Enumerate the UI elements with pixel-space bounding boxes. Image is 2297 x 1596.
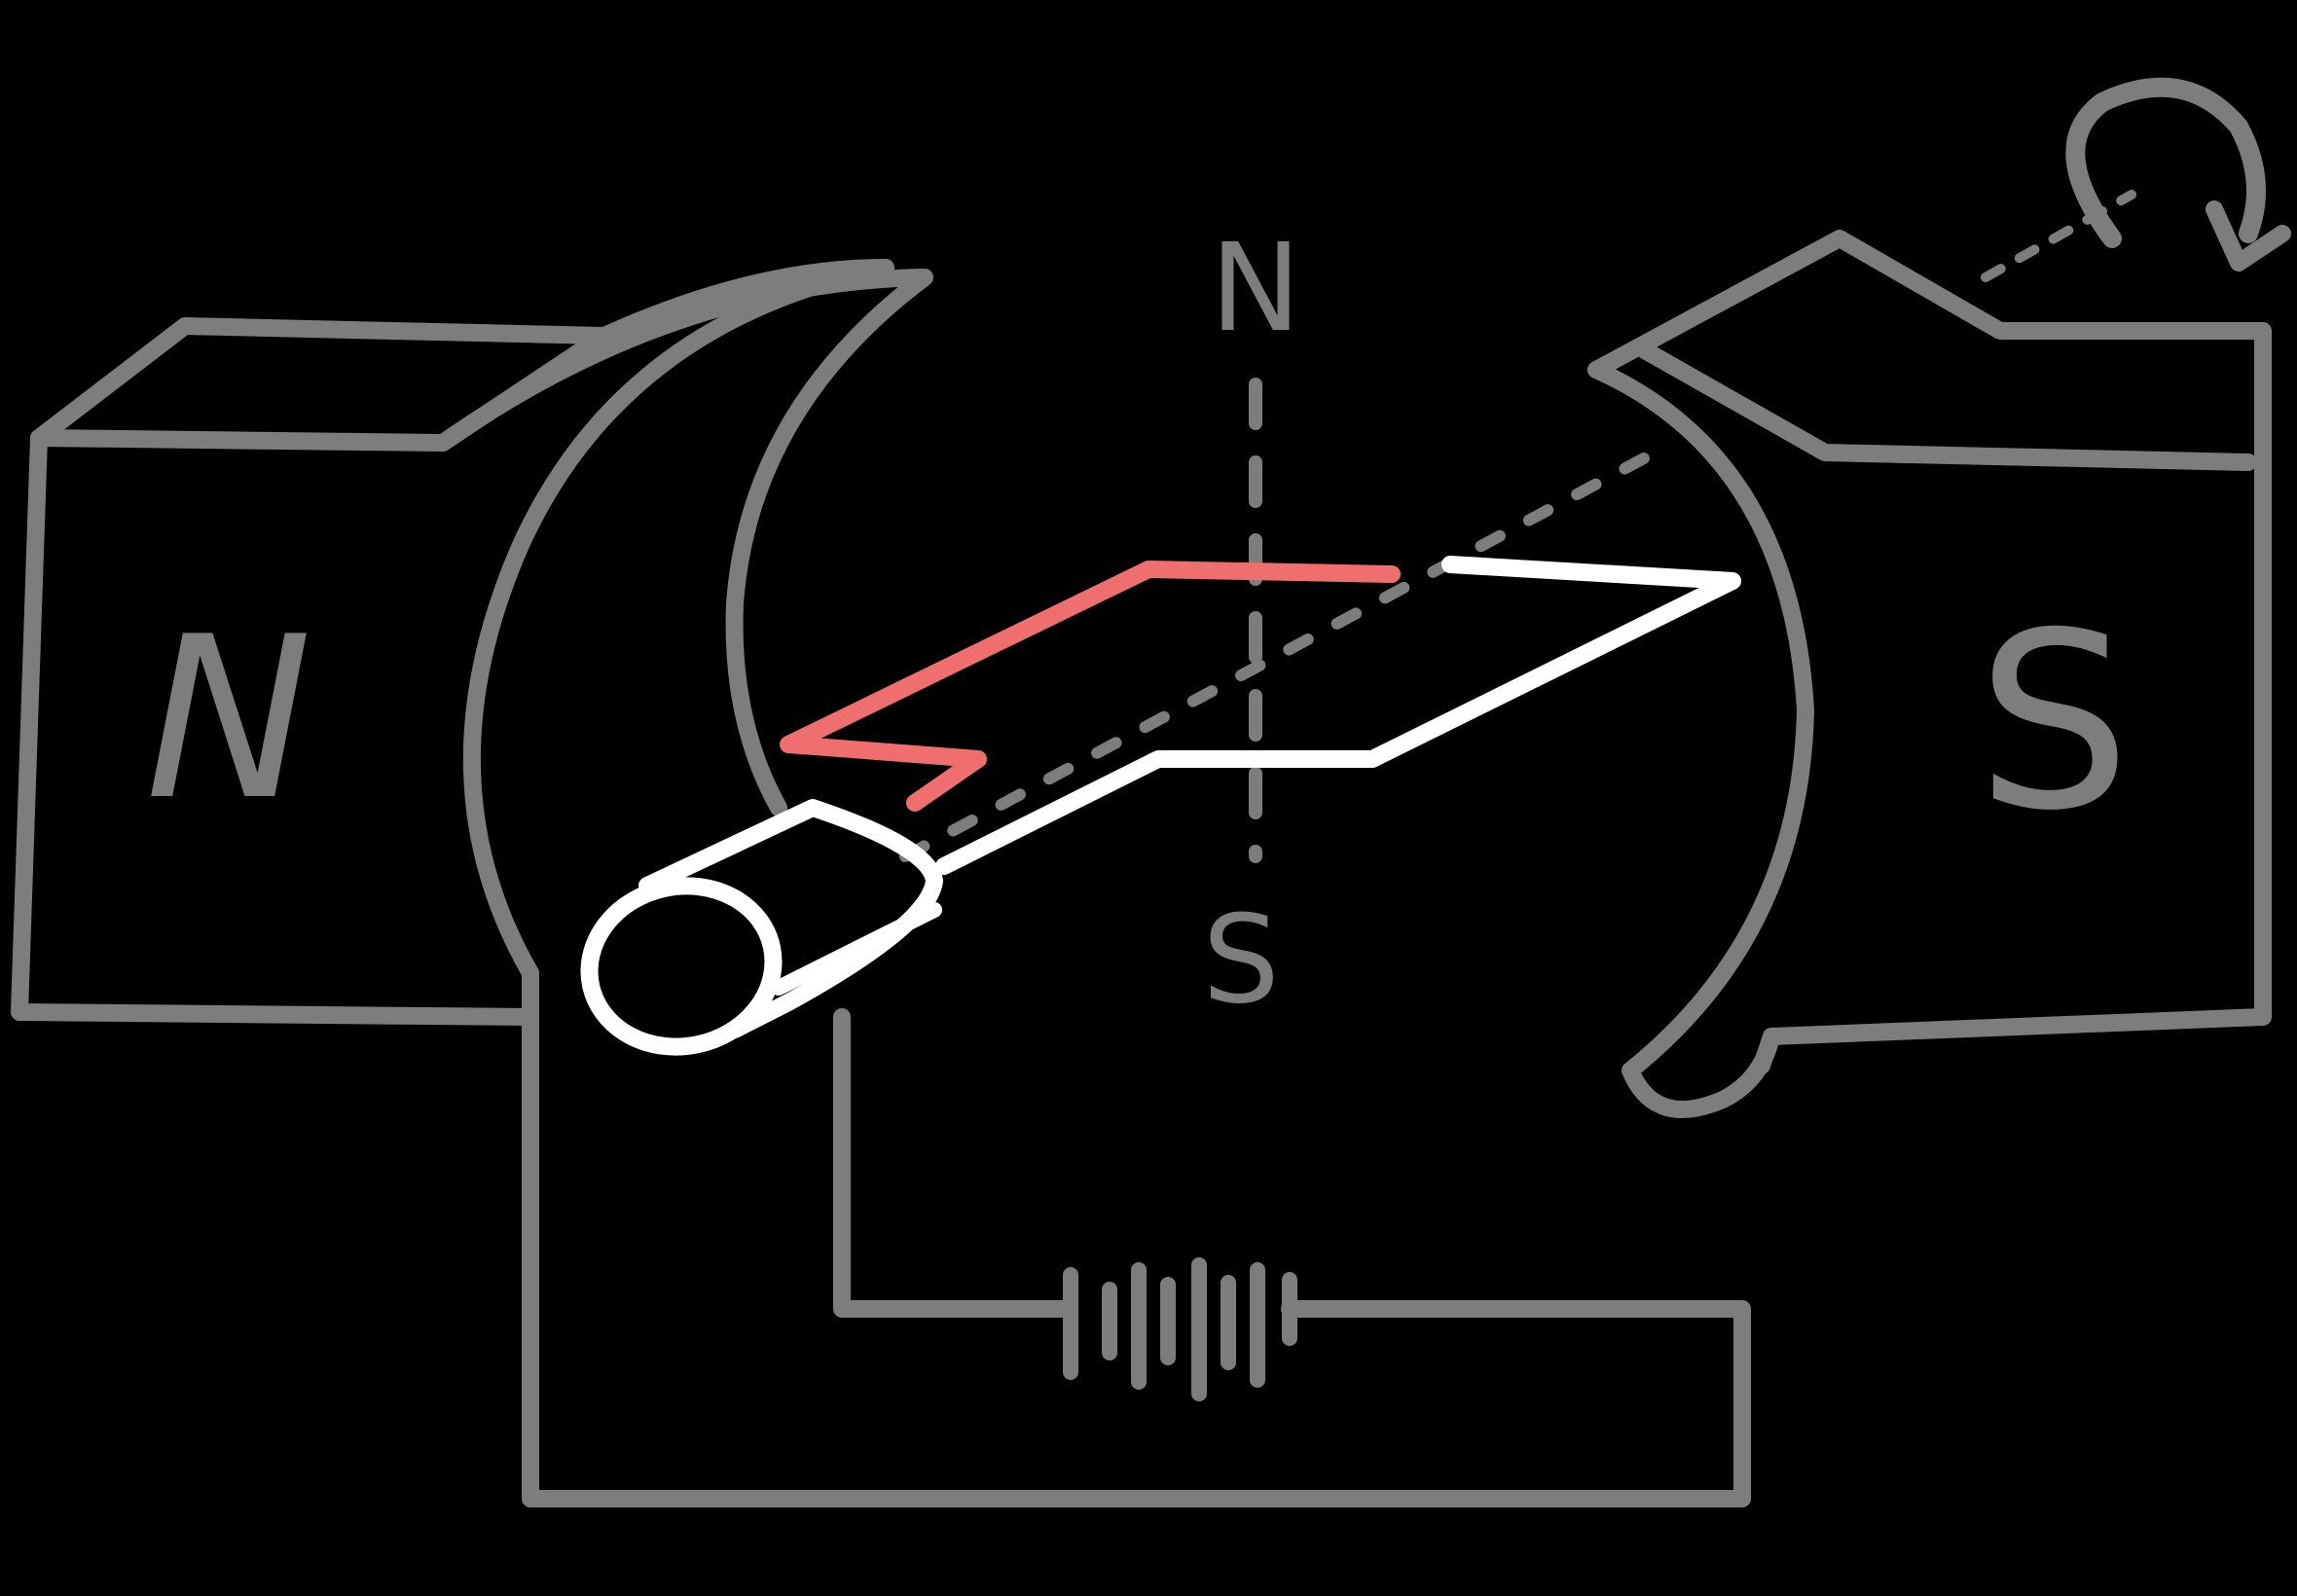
commutator-split-line xyxy=(771,902,942,996)
commutator xyxy=(580,799,943,1056)
rotation-axis-dashes xyxy=(1981,190,2136,282)
rotation-arc xyxy=(2065,77,2266,248)
left-magnet-front-face xyxy=(11,429,539,1026)
circuit-wire-return xyxy=(522,964,1751,1507)
rotation-shaft-axis xyxy=(899,447,1660,862)
coil-red-side xyxy=(780,561,1401,812)
battery-icon xyxy=(1063,1257,1297,1401)
coil-axis-bottom-label: S xyxy=(1202,889,1279,1031)
right-magnet-pole-label: S xyxy=(1977,580,2132,863)
circuit xyxy=(522,964,1751,1507)
right-magnet-outline xyxy=(1587,230,2272,1074)
rotation-arrowhead xyxy=(2206,200,2291,272)
right-magnet-top-face xyxy=(1636,342,2257,471)
right-pole-inner-arc xyxy=(1587,361,1814,1118)
coil-axis-top-label: N xyxy=(1210,218,1301,359)
left-magnet-pole-label: N xyxy=(145,590,312,850)
commutator-body xyxy=(638,799,943,1038)
left-pole-outer-arc xyxy=(463,259,894,982)
rotation-arrow-icon xyxy=(1981,77,2291,282)
right-magnet xyxy=(1587,230,2272,1118)
coil-white-side xyxy=(935,556,1741,875)
coil xyxy=(780,556,1741,875)
left-pole-inner-arc xyxy=(434,269,933,816)
left-magnet xyxy=(11,259,933,1026)
commutator-front-face xyxy=(580,877,783,1056)
circuit-wire-right-brush xyxy=(833,1008,1070,1318)
